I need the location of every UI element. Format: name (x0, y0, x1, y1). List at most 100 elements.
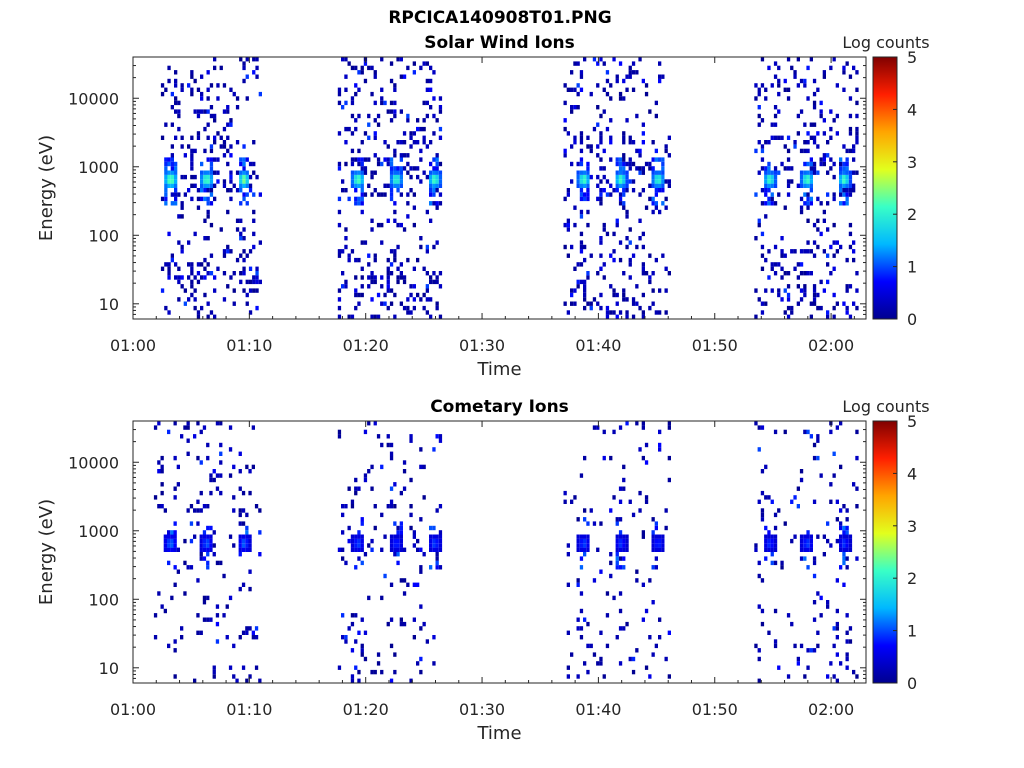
heatmap-cell (380, 96, 384, 101)
heatmap-cell (376, 122, 381, 127)
heatmap-cell (389, 157, 394, 162)
heatmap-cell (393, 87, 397, 92)
heatmap-cell (203, 148, 207, 154)
heatmap-cell (409, 525, 413, 531)
heatmap-cell (579, 140, 584, 145)
heatmap-cell (651, 209, 655, 215)
heatmap-cell (783, 87, 787, 92)
heatmap-cell (764, 192, 768, 197)
heatmap-cell (654, 543, 658, 548)
heatmap-cell (373, 170, 377, 175)
heatmap-cell (839, 421, 843, 426)
heatmap-cell (248, 183, 253, 188)
heatmap-cell (170, 543, 174, 548)
heatmap-cell (396, 275, 400, 280)
heatmap-cell (812, 648, 817, 653)
heatmap-cell (209, 538, 213, 544)
heatmap-cell (396, 538, 400, 544)
heatmap-cell (373, 275, 377, 280)
heatmap-cell (245, 157, 249, 162)
heatmap-cell (835, 517, 839, 522)
heatmap-cell (252, 161, 256, 167)
heatmap-cell (822, 131, 826, 136)
heatmap-cell (615, 188, 619, 193)
heatmap-cell (618, 196, 623, 202)
heatmap-cell (354, 639, 358, 644)
heatmap-cell (429, 78, 433, 84)
heatmap-cell (402, 486, 407, 491)
heatmap-cell (579, 547, 584, 552)
heatmap-cell (160, 464, 164, 470)
heatmap-cell (373, 74, 377, 79)
heatmap-cell (566, 87, 570, 92)
heatmap-cell (380, 595, 384, 601)
heatmap-cell (579, 74, 584, 79)
heatmap-cell (799, 205, 804, 210)
heatmap-cell (248, 674, 252, 679)
heatmap-cell (760, 608, 765, 614)
heatmap-cell (832, 192, 836, 197)
heatmap-cell (435, 434, 439, 439)
heatmap-cell (764, 188, 768, 193)
heatmap-cell (848, 534, 853, 539)
heatmap-cell (429, 140, 433, 145)
heatmap-cell (337, 131, 342, 136)
heatmap-cell (228, 534, 233, 539)
heatmap-cell (238, 586, 242, 592)
heatmap-cell (648, 674, 652, 679)
heatmap-cell (576, 83, 580, 88)
heatmap-cell (215, 486, 220, 491)
heatmap-cell (842, 552, 846, 557)
heatmap-cell (363, 166, 368, 171)
heatmap-cell (419, 626, 423, 631)
heatmap-cell (399, 578, 403, 583)
heatmap-cell (167, 65, 171, 71)
heatmap-cell (667, 271, 671, 276)
heatmap-cell (177, 279, 181, 285)
heatmap-cell (628, 161, 632, 167)
heatmap-cell (579, 196, 584, 202)
heatmap-cell (167, 310, 171, 315)
heatmap-cell (170, 201, 174, 206)
heatmap-cell (170, 183, 174, 188)
heatmap-cell (573, 288, 577, 293)
heatmap-cell (254, 665, 259, 670)
heatmap-cell (826, 674, 830, 679)
heatmap-cell (658, 534, 662, 539)
heatmap-cell (786, 87, 791, 92)
heatmap-cell (570, 109, 574, 114)
heatmap-cell (438, 126, 443, 132)
heatmap-cell (773, 608, 778, 614)
heatmap-cell (163, 608, 167, 614)
heatmap-cell (589, 144, 593, 149)
heatmap-cell (803, 249, 807, 254)
heatmap-cell (658, 429, 662, 435)
heatmap-cell (419, 447, 423, 452)
heatmap-cell (219, 473, 223, 478)
heatmap-cell (654, 183, 658, 188)
heatmap-cell (848, 174, 853, 180)
heatmap-cell (845, 310, 849, 315)
heatmap-cell (206, 157, 210, 162)
heatmap-cell (177, 240, 181, 245)
heatmap-cell (406, 305, 410, 311)
heatmap-cells (160, 57, 859, 319)
heatmap-cell (816, 218, 820, 223)
heatmap-cell (576, 582, 580, 587)
heatmap-cell (170, 170, 174, 175)
heatmap-cell (242, 179, 246, 184)
heatmap-cell (252, 57, 256, 62)
heatmap-cell (644, 442, 649, 448)
heatmap-cell (202, 600, 207, 605)
heatmap-cell (341, 504, 345, 509)
heatmap-cell (638, 490, 642, 496)
heatmap-cell (202, 504, 207, 509)
heatmap-cell (855, 429, 859, 435)
heatmap-cell (641, 131, 645, 136)
heatmap-cell (350, 621, 355, 627)
heatmap-cell (438, 530, 443, 535)
heatmap-cell (777, 292, 781, 298)
heatmap-cell (622, 271, 626, 276)
heatmap-cell (357, 70, 361, 75)
heatmap-cell (409, 174, 413, 180)
